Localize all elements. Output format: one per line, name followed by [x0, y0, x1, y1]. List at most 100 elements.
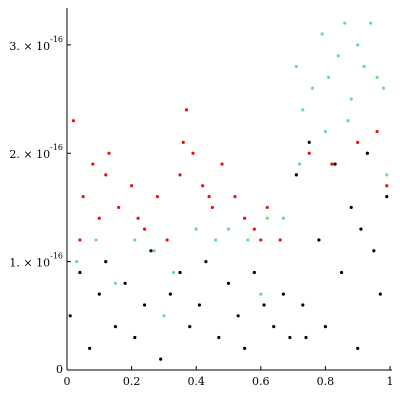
point: [117, 205, 121, 210]
point: [365, 151, 369, 155]
point: [204, 260, 208, 264]
point: [301, 108, 305, 112]
point: [178, 173, 182, 177]
point: [356, 140, 360, 144]
point: [259, 292, 263, 296]
point: [88, 346, 92, 350]
point: [310, 86, 315, 90]
y-tick-label: 2. × 10-16: [9, 143, 63, 161]
point: [210, 205, 214, 210]
point: [142, 303, 147, 307]
point: [349, 205, 353, 210]
point: [375, 75, 379, 79]
point: [307, 151, 311, 155]
point: [184, 108, 189, 112]
point: [155, 194, 160, 199]
point: [142, 227, 147, 231]
x-tick-label: 0.6: [252, 375, 270, 388]
point: [201, 184, 205, 188]
point: [356, 346, 360, 350]
x-tick-label: 0.4: [187, 375, 205, 388]
point: [133, 335, 137, 340]
point: [307, 140, 311, 144]
point: [81, 194, 85, 199]
point: [359, 227, 363, 231]
point: [349, 97, 353, 101]
point: [71, 119, 76, 123]
point: [194, 227, 198, 231]
point: [323, 129, 327, 134]
point: [181, 140, 185, 144]
y-tick-label-base: 3. × 10: [9, 40, 50, 53]
point: [191, 151, 195, 155]
point: [159, 357, 163, 361]
point: [320, 32, 324, 36]
point: [91, 162, 95, 166]
point: [294, 64, 298, 69]
point: [217, 335, 221, 340]
point: [272, 325, 276, 329]
point: [226, 281, 231, 285]
point: [78, 270, 82, 275]
point: [304, 335, 308, 340]
y-tick-label-base: 2. × 10: [9, 148, 50, 161]
point: [294, 173, 298, 177]
point: [265, 216, 269, 220]
point: [378, 292, 382, 296]
point: [281, 292, 286, 296]
point: [104, 260, 108, 264]
point: [113, 325, 118, 329]
point: [226, 227, 231, 231]
y-tick-label: 3. × 10-16: [9, 35, 63, 53]
point: [113, 281, 118, 285]
point: [362, 64, 366, 69]
point: [281, 216, 286, 220]
point: [133, 238, 137, 242]
point: [243, 346, 247, 350]
point: [385, 173, 389, 177]
point: [265, 205, 269, 210]
point: [336, 54, 340, 58]
point: [104, 173, 108, 177]
point: [94, 238, 98, 242]
y-tick-label-exponent: -16: [50, 35, 63, 44]
point: [317, 238, 321, 242]
point: [130, 184, 134, 188]
point: [278, 238, 282, 242]
y-tick-label: 1. × 10-16: [9, 252, 63, 270]
point: [168, 292, 172, 296]
point: [288, 335, 292, 340]
x-tick-label: 0.2: [123, 375, 141, 388]
point: [220, 162, 224, 166]
point: [381, 86, 386, 90]
y-tick-label: 0: [56, 363, 63, 376]
point: [243, 216, 247, 220]
x-tick-label: 0.8: [317, 375, 335, 388]
point: [333, 162, 337, 166]
point: [68, 314, 72, 318]
point: [149, 249, 153, 253]
point: [356, 43, 360, 47]
point: [213, 238, 218, 242]
x-tick-label: 0: [64, 375, 71, 388]
point: [259, 238, 263, 242]
point: [123, 281, 127, 285]
point: [75, 260, 79, 264]
point: [162, 314, 166, 318]
point: [197, 303, 202, 307]
point: [152, 249, 156, 253]
point: [343, 21, 347, 25]
point: [323, 325, 327, 329]
point: [262, 303, 266, 307]
point: [346, 119, 350, 123]
y-tick-label-exponent: -16: [50, 143, 63, 152]
point: [297, 162, 302, 166]
point: [78, 238, 82, 242]
point: [369, 21, 373, 25]
point: [97, 216, 101, 220]
point: [385, 194, 389, 199]
point: [330, 162, 334, 166]
y-tick-label-exponent: -16: [50, 252, 63, 261]
x-tick-label: 1: [387, 375, 394, 388]
